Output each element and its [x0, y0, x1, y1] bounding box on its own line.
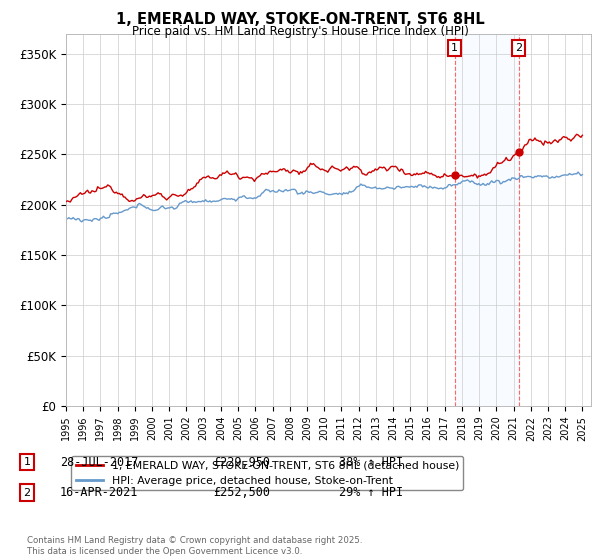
Text: 1, EMERALD WAY, STOKE-ON-TRENT, ST6 8HL: 1, EMERALD WAY, STOKE-ON-TRENT, ST6 8HL: [116, 12, 484, 27]
Text: 29% ↑ HPI: 29% ↑ HPI: [339, 486, 403, 500]
Text: 2: 2: [515, 43, 522, 53]
Text: 1: 1: [451, 43, 458, 53]
Text: 16-APR-2021: 16-APR-2021: [60, 486, 139, 500]
Text: Price paid vs. HM Land Registry's House Price Index (HPI): Price paid vs. HM Land Registry's House …: [131, 25, 469, 38]
Text: £229,950: £229,950: [213, 455, 270, 469]
Text: Contains HM Land Registry data © Crown copyright and database right 2025.
This d: Contains HM Land Registry data © Crown c…: [27, 536, 362, 556]
Legend: 1, EMERALD WAY, STOKE-ON-TRENT, ST6 8HL (detached house), HPI: Average price, de: 1, EMERALD WAY, STOKE-ON-TRENT, ST6 8HL …: [71, 456, 463, 490]
Text: 1: 1: [23, 457, 31, 467]
Bar: [455, 34, 518, 406]
Text: 2: 2: [23, 488, 31, 498]
Text: 38% ↑ HPI: 38% ↑ HPI: [339, 455, 403, 469]
Text: £252,500: £252,500: [213, 486, 270, 500]
Text: 28-JUL-2017: 28-JUL-2017: [60, 455, 139, 469]
